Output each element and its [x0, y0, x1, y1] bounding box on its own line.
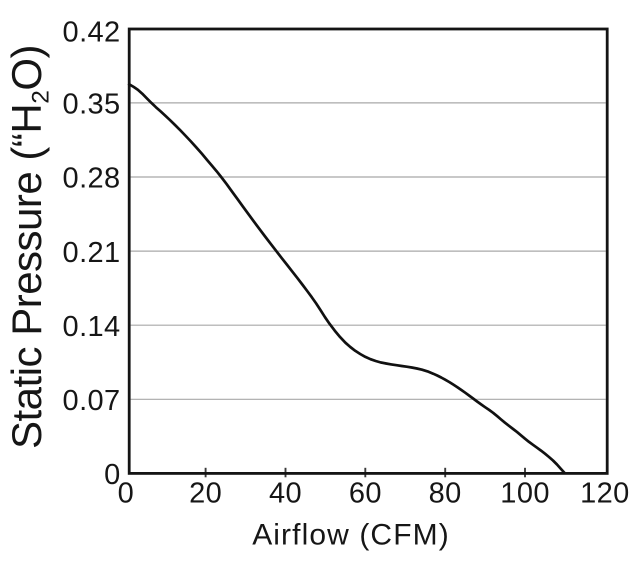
svg-text:100: 100 — [500, 478, 550, 510]
svg-text:120: 120 — [580, 478, 630, 510]
svg-text:80: 80 — [429, 478, 462, 510]
svg-text:40: 40 — [269, 478, 302, 510]
svg-text:0.21: 0.21 — [63, 237, 121, 269]
svg-text:20: 20 — [189, 478, 222, 510]
svg-text:0: 0 — [104, 459, 121, 491]
svg-text:0.28: 0.28 — [63, 163, 121, 195]
svg-text:0.42: 0.42 — [63, 17, 121, 49]
svg-text:Airflow (CFM): Airflow (CFM) — [252, 518, 450, 551]
svg-text:0.07: 0.07 — [63, 385, 121, 417]
svg-text:0: 0 — [118, 478, 135, 510]
svg-text:Static Pressure (“H2O): Static Pressure (“H2O) — [3, 45, 54, 449]
svg-text:0.14: 0.14 — [63, 311, 121, 343]
svg-text:60: 60 — [349, 478, 382, 510]
svg-text:0.35: 0.35 — [63, 89, 121, 121]
